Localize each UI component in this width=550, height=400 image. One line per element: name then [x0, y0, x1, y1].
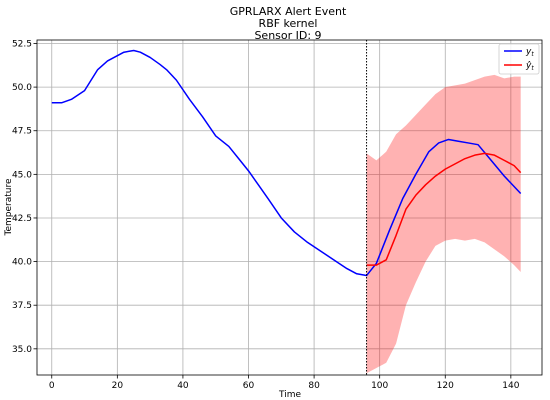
x-tick-label-2: 40 [177, 381, 189, 391]
chart-title-line-1: GPRLARX Alert Event [230, 5, 347, 18]
y-tick-label-1: 37.5 [12, 301, 32, 311]
x-tick-label-0: 0 [49, 381, 55, 391]
y-tick-label-0: 35.0 [12, 345, 32, 355]
series-line-actual [51, 49, 522, 277]
series-lines [51, 49, 522, 277]
y-tick-label-5: 47.5 [12, 127, 32, 137]
y-tick-label-2: 40.0 [12, 258, 32, 268]
confidence-band-area [366, 74, 521, 374]
y-tick-label-7: 52.5 [12, 39, 32, 49]
x-tick-label-1: 20 [112, 381, 124, 391]
legend-label-y: yt [525, 47, 534, 58]
x-tick-label-4: 80 [308, 381, 320, 391]
y-axis-label: Temperature [4, 178, 14, 236]
chart-title-line-3: Sensor ID: 9 [254, 29, 321, 42]
x-axis-ticks: 0 20 40 60 80 100 120 140 [49, 375, 520, 391]
y-tick-label-3: 42.5 [12, 214, 32, 224]
grid [37, 40, 542, 375]
confidence-band [366, 74, 521, 374]
series-line-predicted [366, 152, 522, 266]
x-tick-label-6: 120 [437, 381, 454, 391]
x-axis-label: Time [278, 390, 301, 400]
x-tick-label-5: 100 [371, 381, 388, 391]
x-tick-label-3: 60 [243, 381, 255, 391]
axes-frame [36, 39, 543, 376]
chart-title-group: GPRLARX Alert Event RBF kernel Sensor ID… [230, 5, 347, 42]
y-tick-label-4: 45.0 [12, 170, 32, 180]
legend: yt ŷt [498, 43, 540, 75]
x-tick-label-7: 140 [502, 381, 519, 391]
y-tick-label-6: 50.0 [12, 83, 32, 93]
y-axis-ticks: 35.0 37.5 40.0 42.5 45.0 47.5 50.0 52.5 [12, 39, 37, 355]
legend-label-yhat: ŷt [525, 61, 534, 72]
chart-title-line-2: RBF kernel [259, 17, 318, 30]
